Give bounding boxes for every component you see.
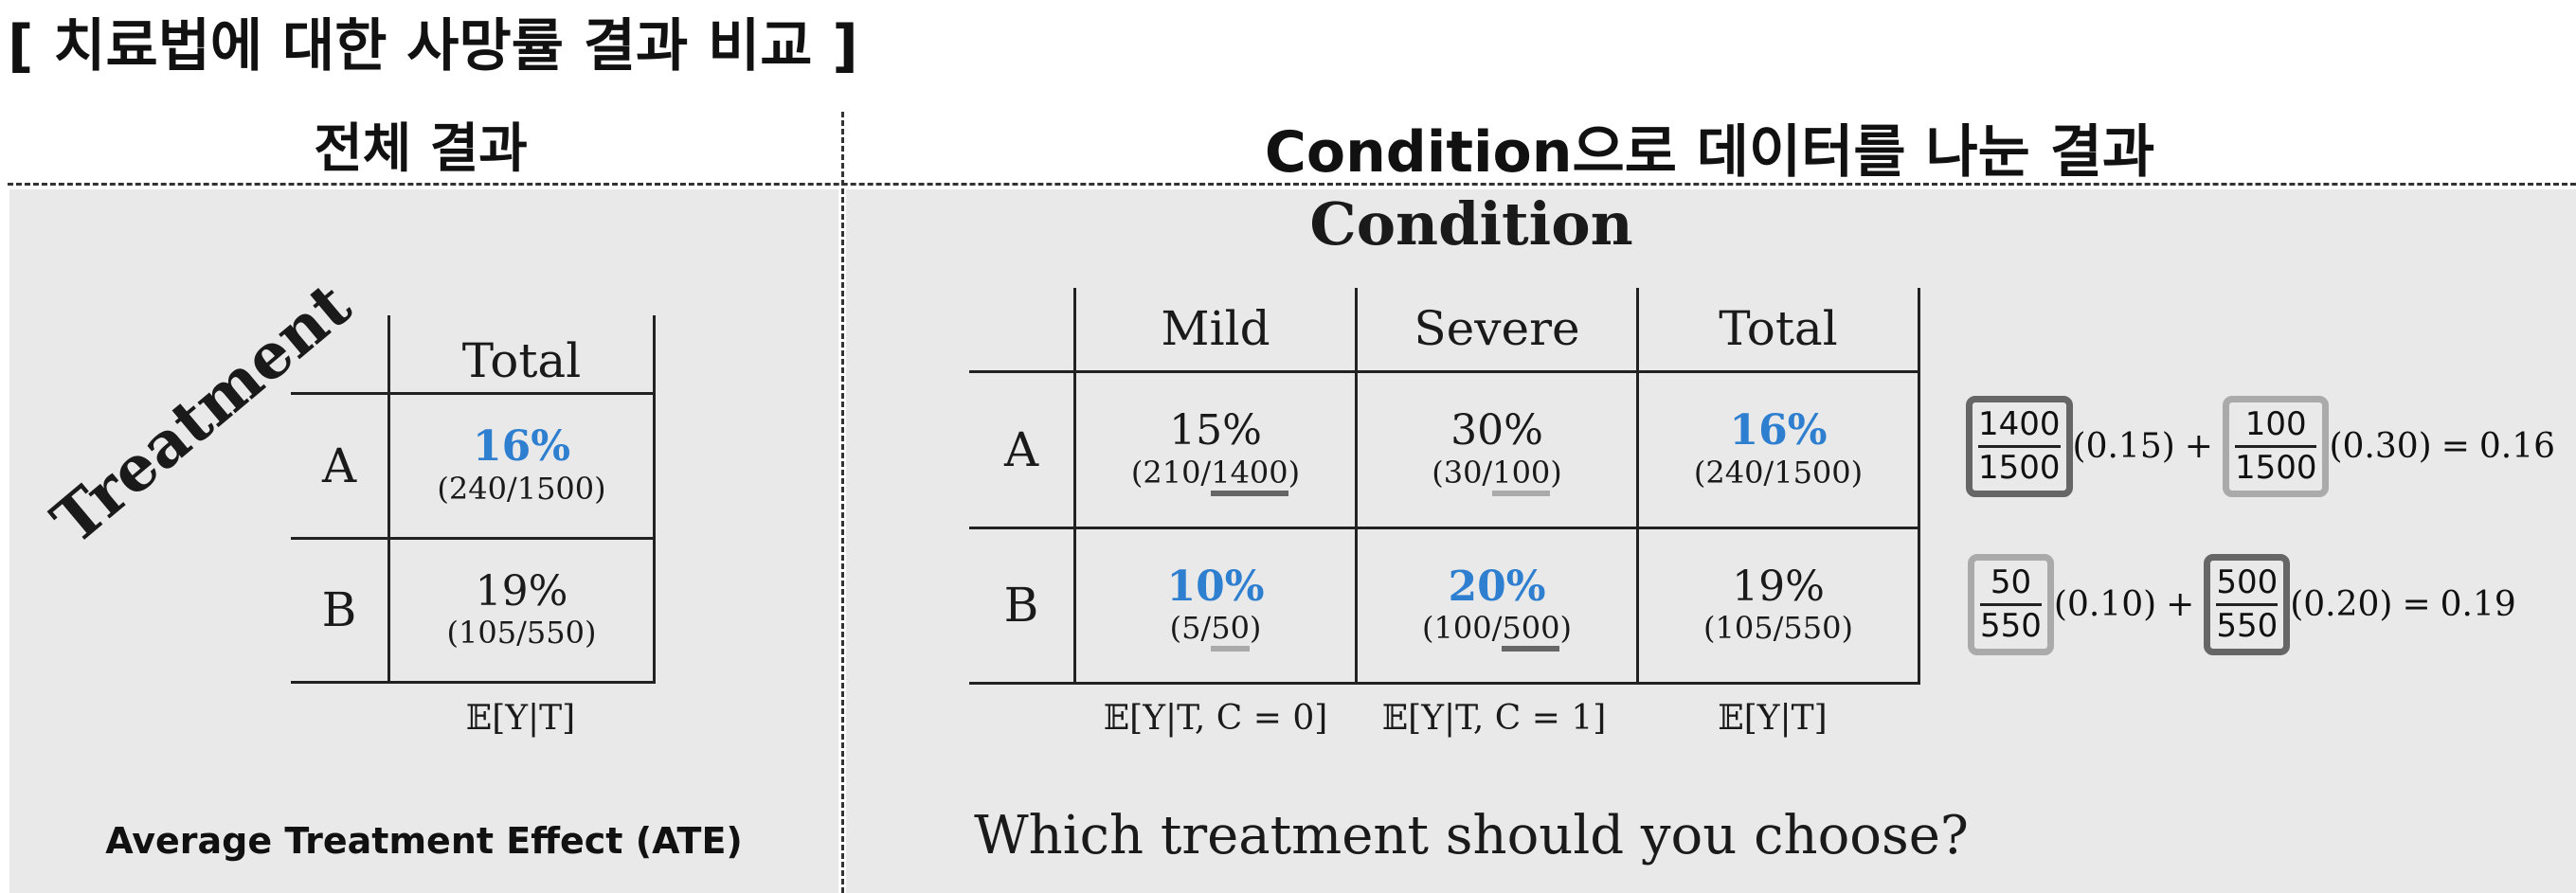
cell-b-mild: 10% (5/50)	[1073, 527, 1357, 685]
cell-pct: 15%	[1169, 406, 1262, 455]
expectation-mild: 𝔼[Y|T, C = 0]	[1103, 699, 1328, 738]
weight: (0.30)	[2329, 427, 2432, 467]
equals-sign: =	[2441, 427, 2470, 467]
row-header-b: B	[969, 527, 1075, 685]
cell-pct: 30%	[1450, 406, 1543, 455]
underlined-count: 50	[1211, 610, 1250, 652]
overall-expectation: 𝔼[Y|T]	[465, 699, 576, 738]
cell-b-severe: 20% (100/500)	[1355, 527, 1638, 685]
table-row: B 19% (105/550)	[291, 538, 656, 684]
plus-sign: +	[2166, 585, 2195, 625]
col-header-mild: Mild	[1073, 288, 1357, 371]
cell-frac: (240/1500)	[1693, 454, 1864, 491]
cell-a-mild: 15% (210/1400)	[1073, 369, 1357, 529]
condition-title: Condition	[1309, 189, 1633, 259]
cell-frac: (105/550)	[446, 615, 597, 651]
expectation-total: 𝔼[Y|T]	[1718, 699, 1828, 738]
col-header-total: Total	[387, 315, 656, 393]
col-header-total: Total	[1636, 288, 1920, 371]
ate-label: Average Treatment Effect (ATE)	[105, 820, 743, 862]
cell-a-total: 16% (240/1500)	[1636, 369, 1920, 529]
table-row: A 16% (240/1500)	[291, 391, 656, 540]
condition-table: Mild Severe Total A 15% (210/1400) 30% (…	[969, 288, 1920, 685]
result: 0.16	[2478, 427, 2556, 467]
overall-results-header: 전체 결과	[314, 118, 528, 180]
fraction-box: 1400 1500	[1966, 396, 2073, 498]
row-header-a: A	[291, 391, 389, 540]
cell-frac: (240/1500)	[437, 470, 606, 507]
underlined-count: 100	[1492, 454, 1551, 496]
overall-table: Total A 16% (240/1500) B 19% (105/550)	[291, 315, 656, 684]
expectation-severe: 𝔼[Y|T, C = 1]	[1381, 699, 1607, 738]
cell-a-total: 16% (240/1500)	[387, 391, 656, 540]
question-text: Which treatment should you choose?	[974, 805, 1969, 866]
cell-pct: 16%	[1729, 406, 1828, 455]
result: 0.19	[2440, 585, 2516, 625]
table-row: A 15% (210/1400) 30% (30/100) 16% (240/1…	[969, 369, 1920, 529]
cell-pct: 19%	[1732, 562, 1825, 611]
plus-sign: +	[2184, 427, 2213, 467]
weight: (0.15)	[2072, 427, 2175, 467]
fraction-box: 50 550	[1968, 554, 2054, 656]
weight: (0.10)	[2053, 585, 2157, 625]
cell-frac: (105/550)	[1703, 610, 1853, 646]
cell-a-severe: 30% (30/100)	[1355, 369, 1638, 529]
condition-results-header: Condition으로 데이터를 나눈 결과	[1264, 119, 2155, 186]
underlined-count: 500	[1502, 610, 1560, 652]
cell-pct: 16%	[472, 422, 571, 472]
fraction-box: 100 1500	[2222, 396, 2330, 498]
equation-b: 50 550 (0.10) + 500 550 (0.20) = 0.19	[1968, 554, 2516, 656]
horizontal-divider	[8, 183, 2576, 186]
page-title: [ 치료법에 대한 사망률 결과 비교 ]	[8, 13, 858, 80]
equals-sign: =	[2402, 585, 2431, 625]
weight: (0.20)	[2290, 585, 2393, 625]
vertical-divider	[841, 112, 844, 893]
fraction-box: 500 550	[2204, 554, 2291, 656]
col-header-severe: Severe	[1355, 288, 1638, 371]
table-row: B 10% (5/50) 20% (100/500) 19% (105/550)	[969, 527, 1920, 685]
row-header-a: A	[969, 369, 1075, 529]
underlined-count: 1400	[1211, 454, 1288, 496]
cell-pct: 10%	[1166, 562, 1265, 611]
cell-pct: 19%	[475, 566, 568, 616]
equation-a: 1400 1500 (0.15) + 100 1500 (0.30) = 0.1…	[1966, 396, 2556, 498]
cell-b-total: 19% (105/550)	[1636, 527, 1920, 685]
row-header-b: B	[291, 538, 389, 684]
cell-b-total: 19% (105/550)	[387, 538, 656, 684]
cell-pct: 20%	[1448, 562, 1546, 611]
